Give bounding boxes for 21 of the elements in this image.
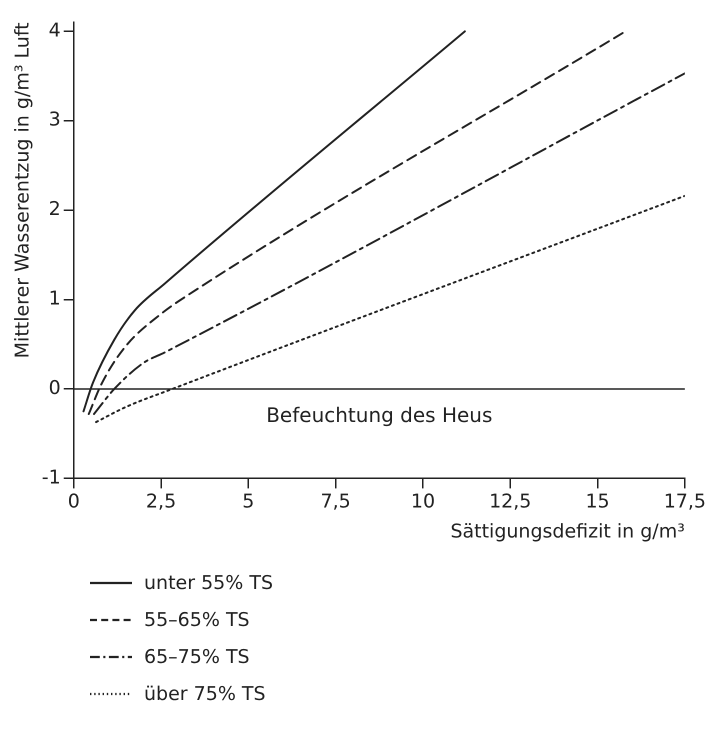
legend-label: 65–75% TS	[144, 646, 250, 668]
y-tick-label: 3	[48, 108, 61, 131]
annotation: Befeuchtung des Heus	[266, 403, 492, 428]
x-tick-label: 17,5	[664, 490, 706, 513]
legend-label: über 75% TS	[144, 682, 266, 704]
legend-label: 55–65% TS	[144, 608, 250, 630]
x-tick-label: 12,5	[489, 490, 532, 513]
y-tick-label: -1	[42, 466, 61, 488]
y-tick-label: 0	[48, 376, 61, 399]
x-tick-label: 2,5	[146, 490, 176, 513]
x-tick-label: 15	[585, 490, 610, 513]
x-tick-label: 7,5	[320, 490, 351, 513]
x-tick-label: 10	[410, 490, 436, 513]
y-tick-label: 2	[48, 198, 61, 220]
y-tick-label: 1	[48, 288, 61, 310]
x-axis-title: Sättigungsdefizit in g/m³	[450, 520, 685, 543]
x-tick-label: 5	[242, 490, 254, 513]
y-tick-label: 4	[48, 19, 61, 42]
x-tick-label: 0	[68, 490, 80, 513]
legend-label: unter 55% TS	[144, 572, 274, 594]
y-axis-title: Mittlerer Wasserentzug in g/m³ Luft	[11, 22, 34, 358]
